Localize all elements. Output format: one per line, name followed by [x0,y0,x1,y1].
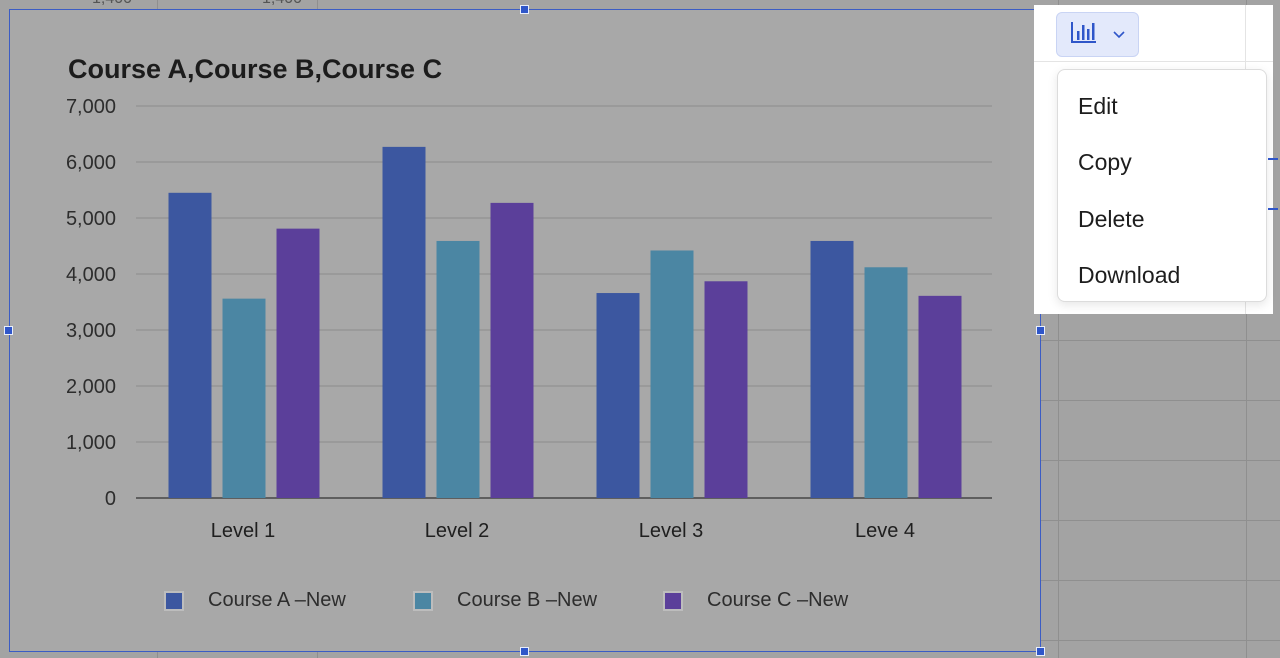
bar [650,250,694,498]
cell-value[interactable]: 1,400 [262,0,302,8]
grid-line [1040,340,1280,341]
chart-type-button[interactable] [1056,12,1139,57]
grid-line [1034,61,1273,62]
menu-item-edit[interactable]: Edit [1078,92,1118,119]
grid-line [1040,580,1280,581]
y-tick-label: 3,000 [66,320,116,342]
x-tick-label: Leve 4 [855,520,915,542]
chart-plot-area: 0 1,000 2,000 3,000 4,000 5,000 6,000 7,000 Leve… [66,96,992,542]
y-tick-label: 5,000 [66,208,116,230]
grid-line [1040,400,1280,401]
chart-menu-panel: Edit Copy Delete Download [1034,5,1273,314]
resize-handle-bottom[interactable] [520,647,529,656]
chart-title: Course A,Course B,Course C [68,54,443,84]
resize-handle-bottom-right[interactable] [1036,647,1045,656]
grid-line [1040,520,1280,521]
bar [382,146,426,498]
menu-item-delete[interactable]: Delete [1078,205,1145,232]
bar [222,298,266,498]
y-tick-label: 0 [105,488,116,510]
resize-handle-right[interactable] [1036,326,1045,335]
bar [276,228,320,498]
chart-legend: Course A –New Course B –New Course C –New [10,589,1040,619]
bar [596,293,640,498]
y-tick-label: 6,000 [66,152,116,174]
y-tick-label: 4,000 [66,264,116,286]
cell-value[interactable]: 1,400 [92,0,132,8]
bar [436,240,480,498]
selection-edge-marker [1268,208,1278,210]
y-tick-label: 7,000 [66,96,116,118]
menu-item-copy[interactable]: Copy [1078,148,1132,175]
legend-item[interactable]: Course A –New [164,589,346,612]
y-tick-label: 2,000 [66,376,116,398]
legend-swatch [164,590,184,611]
legend-label: Course A –New [208,589,346,611]
legend-label: Course C –New [707,589,849,611]
x-tick-label: Level 3 [639,520,704,542]
legend-item[interactable]: Course B –New [413,589,597,612]
y-tick-label: 1,000 [66,432,116,454]
x-tick-label: Level 1 [211,520,276,542]
selection-edge-marker [1268,158,1278,160]
grid-line [1040,640,1280,641]
menu-item-download[interactable]: Download [1078,261,1181,288]
grid-line [1058,0,1059,658]
chart-options-dropdown: Edit Copy Delete Download [1057,69,1267,302]
bar [864,267,908,498]
bar-chart-icon [1070,20,1098,49]
legend-swatch [413,590,433,611]
resize-handle-top[interactable] [520,5,529,14]
legend-label: Course B –New [457,589,598,611]
chart-object[interactable]: Course A,Course B,Course C 0 1,000 2,000 3,… [9,9,1041,652]
chevron-down-icon [1112,26,1126,44]
resize-handle-left[interactable] [4,326,13,335]
grid-line [1040,460,1280,461]
bar [810,240,854,498]
legend-item[interactable]: Course C –New [663,589,848,612]
bar [918,295,962,498]
x-tick-label: Level 2 [425,520,490,542]
legend-swatch [663,590,683,611]
bar [704,281,748,498]
bar [168,192,212,499]
bar [490,202,534,498]
grid-line [1246,0,1247,658]
